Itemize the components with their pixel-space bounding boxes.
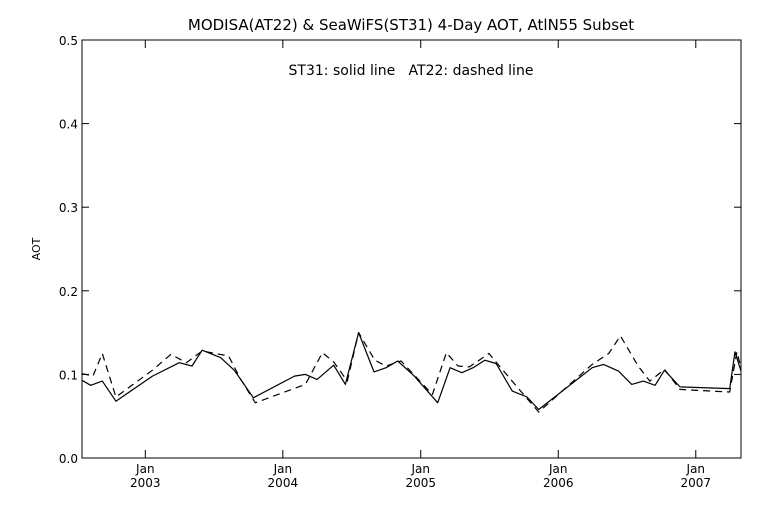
x-tick-year-label: 2006 xyxy=(543,476,574,490)
y-axis-label: AOT xyxy=(30,237,43,260)
x-tick-month-label: Jan xyxy=(686,462,706,476)
series-line-st31 xyxy=(81,332,742,411)
plot-frame xyxy=(81,39,742,459)
x-tick-month-label: Jan xyxy=(548,462,568,476)
y-tick-label: 0.5 xyxy=(59,34,78,48)
chart-title: MODISA(AT22) & SeaWiFS(ST31) 4-Day AOT, … xyxy=(188,16,634,34)
y-tick-label: 0.0 xyxy=(59,452,78,466)
x-tick-month-label: Jan xyxy=(410,462,430,476)
x-tick-month-label: Jan xyxy=(135,462,155,476)
y-tick-label: 0.4 xyxy=(59,118,78,132)
x-tick-year-label: 2007 xyxy=(681,476,712,490)
series-lines xyxy=(81,332,742,413)
x-tick-year-label: 2004 xyxy=(268,476,299,490)
x-tick-year-label: 2005 xyxy=(405,476,436,490)
x-tick-month-label: Jan xyxy=(273,462,293,476)
series-style-note: ST31: solid line AT22: dashed line xyxy=(289,63,534,79)
y-tick-label: 0.1 xyxy=(59,368,78,382)
y-tick-label: 0.2 xyxy=(59,285,78,299)
x-tick-year-label: 2003 xyxy=(130,476,161,490)
y-axis: 0.0 0.1 0.2 0.3 0.4 0.5 xyxy=(59,34,741,466)
y-tick-label: 0.3 xyxy=(59,201,78,215)
series-line-at22 xyxy=(81,332,742,413)
